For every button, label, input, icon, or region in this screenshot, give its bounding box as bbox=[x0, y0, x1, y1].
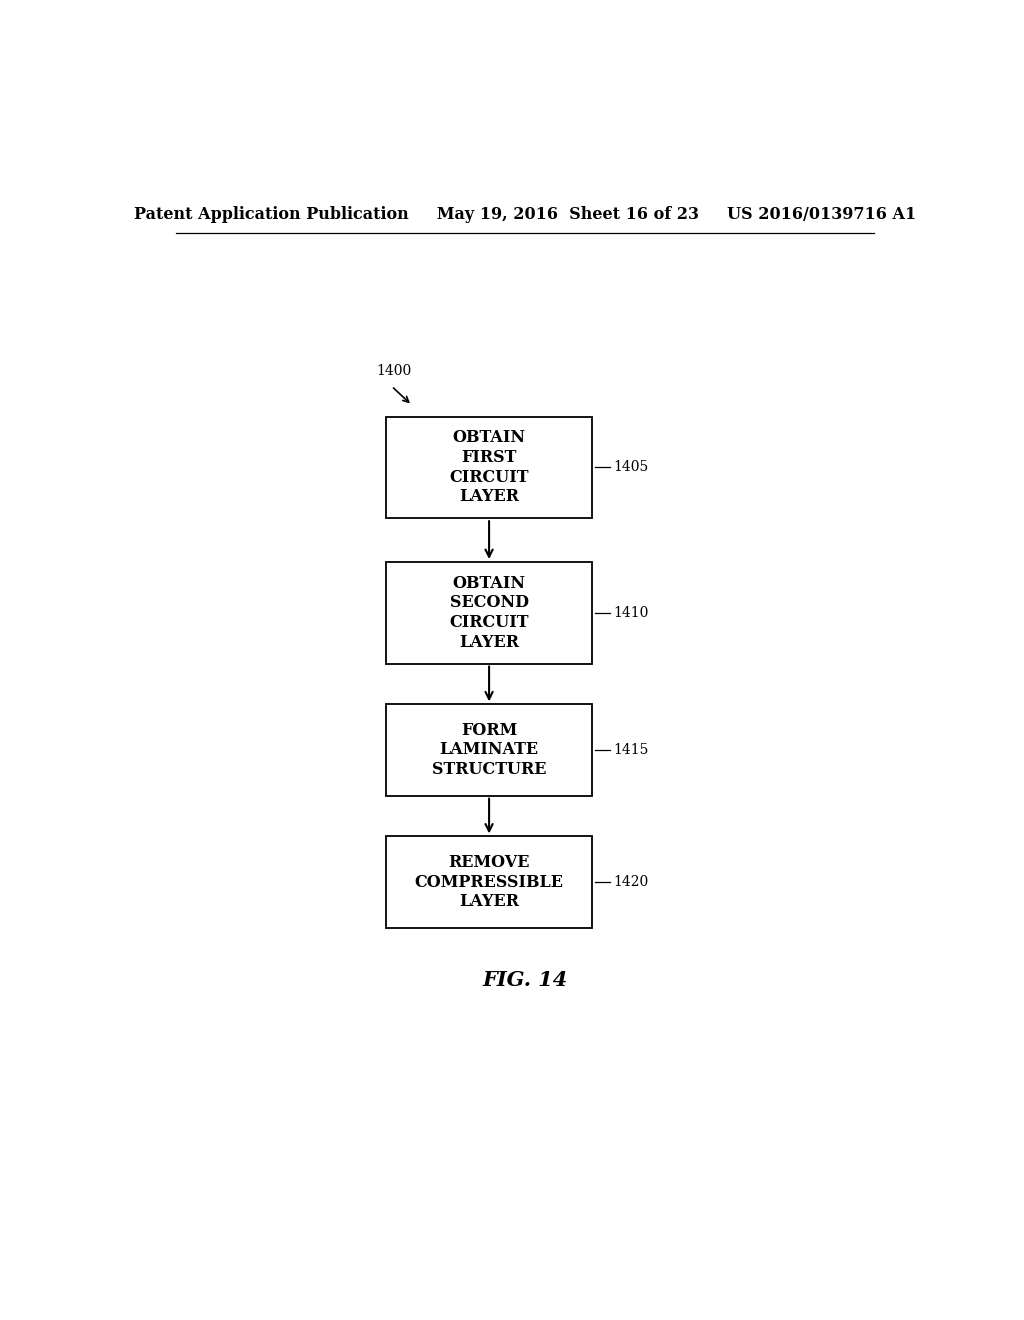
Text: FIG. 14: FIG. 14 bbox=[482, 970, 567, 990]
Text: 1420: 1420 bbox=[613, 875, 649, 890]
Text: REMOVE
COMPRESSIBLE
LAYER: REMOVE COMPRESSIBLE LAYER bbox=[415, 854, 563, 911]
Text: 1405: 1405 bbox=[613, 461, 649, 474]
Text: 1415: 1415 bbox=[613, 743, 649, 756]
FancyBboxPatch shape bbox=[386, 837, 592, 928]
Text: 1410: 1410 bbox=[613, 606, 649, 619]
Text: OBTAIN
SECOND
CIRCUIT
LAYER: OBTAIN SECOND CIRCUIT LAYER bbox=[450, 574, 528, 651]
Text: OBTAIN
FIRST
CIRCUIT
LAYER: OBTAIN FIRST CIRCUIT LAYER bbox=[450, 429, 528, 506]
Text: 1400: 1400 bbox=[377, 364, 412, 378]
Text: Patent Application Publication     May 19, 2016  Sheet 16 of 23     US 2016/0139: Patent Application Publication May 19, 2… bbox=[134, 206, 915, 223]
FancyBboxPatch shape bbox=[386, 704, 592, 796]
FancyBboxPatch shape bbox=[386, 417, 592, 519]
Text: FORM
LAMINATE
STRUCTURE: FORM LAMINATE STRUCTURE bbox=[432, 722, 547, 777]
FancyBboxPatch shape bbox=[386, 562, 592, 664]
